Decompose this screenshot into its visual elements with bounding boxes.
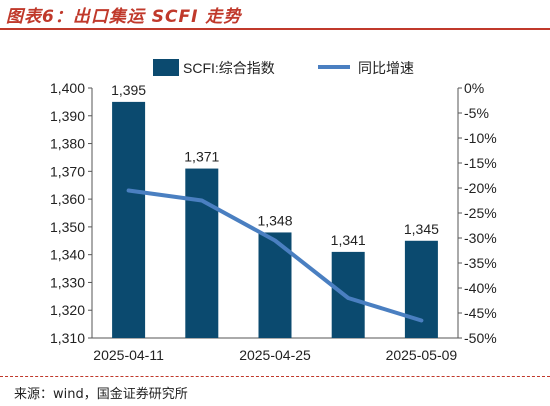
bar [185, 168, 219, 338]
bar-data-label: 1,371 [184, 149, 219, 165]
chart: SCFI:综合指数 同比增速 1,395 1,371 1,348 1,341 1,345… [50, 59, 497, 363]
y-left-tick-label: 1,310 [50, 330, 85, 346]
legend-label-line: 同比增速 [358, 60, 414, 76]
y-right-tick-label: -30% [464, 230, 497, 246]
bar [404, 240, 438, 338]
chart-title: 图表6：出口集运 SCFI 走势 [6, 7, 242, 27]
bar-labels: 1,395 1,371 1,348 1,341 1,345 [111, 82, 439, 248]
bar-data-label: 1,395 [111, 82, 146, 98]
x-tick-label: 2025-05-09 [386, 347, 458, 363]
y-left-tick-label: 1,390 [50, 108, 85, 124]
y-left-tick-label: 1,360 [50, 191, 85, 207]
legend-swatch-bar [153, 59, 179, 76]
y-left-tick-label: 1,350 [50, 219, 85, 235]
y-right-tick-label: 0% [464, 80, 484, 96]
bar [112, 101, 146, 338]
legend: SCFI:综合指数 同比增速 [153, 59, 414, 76]
tick-labels: 1,310 1,320 1,330 1,340 1,350 1,360 1,370 1,380… [50, 80, 497, 363]
y-right-tick-label: -40% [464, 280, 497, 296]
y-left-tick-label: 1,380 [50, 136, 85, 152]
growth-line [126, 188, 424, 323]
y-left-tick-label: 1,330 [50, 274, 85, 290]
bar-data-label: 1,341 [331, 232, 366, 248]
bar-data-label: 1,345 [404, 221, 439, 237]
y-right-tick-label: -15% [464, 155, 497, 171]
y-left-tick-label: 1,340 [50, 247, 85, 263]
source-note: 来源：wind，国金证券研究所 [14, 387, 188, 402]
y-right-tick-label: -20% [464, 180, 497, 196]
y-left-tick-label: 1,400 [50, 80, 85, 96]
y-right-tick-label: -5% [464, 105, 489, 121]
y-left-tick-label: 1,370 [50, 163, 85, 179]
y-right-tick-label: -25% [464, 205, 497, 221]
y-right-tick-label: -45% [464, 305, 497, 321]
x-tick-label: 2025-04-25 [239, 347, 311, 363]
title-divider [0, 28, 550, 30]
footer-divider [0, 376, 550, 377]
bar [331, 251, 365, 338]
legend-label-bar: SCFI:综合指数 [183, 60, 275, 76]
y-right-tick-label: -10% [464, 130, 497, 146]
line-series [126, 188, 424, 323]
bar-data-label: 1,348 [257, 212, 292, 228]
x-tick-label: 2025-04-11 [93, 347, 164, 363]
y-left-tick-label: 1,320 [50, 302, 85, 318]
y-right-tick-label: -35% [464, 255, 497, 271]
y-right-tick-label: -50% [464, 330, 497, 346]
